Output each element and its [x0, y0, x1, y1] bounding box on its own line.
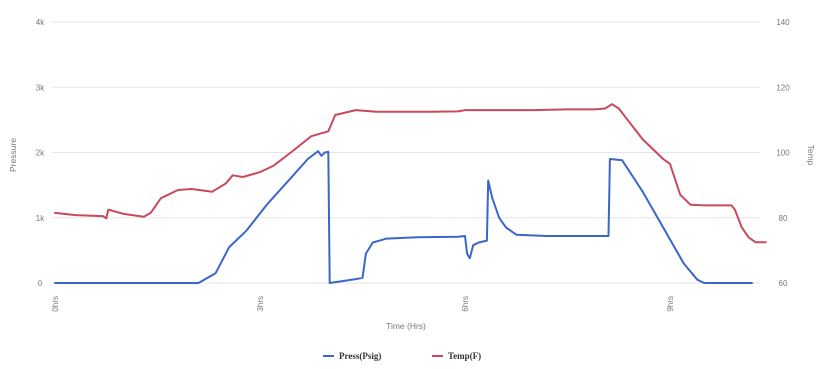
x-axis-ticks: 0hrs 3hrs 6hrs 9hrs: [51, 296, 675, 312]
legend: Press(Psig) Temp(F): [323, 351, 481, 361]
x-tick-label: 6hrs: [461, 296, 470, 312]
x-tick-label: 3hrs: [256, 296, 265, 312]
x-axis-title: Time (Hrs): [386, 321, 426, 331]
y-right-tick-label: 60: [779, 279, 788, 288]
y-right-tick-label: 140: [776, 18, 790, 27]
legend-label-press: Press(Psig): [339, 351, 381, 361]
y-right-tick-label: 80: [779, 214, 788, 223]
x-tick-label: 0hrs: [51, 296, 60, 312]
y-left-tick-label: 2k: [36, 149, 45, 158]
series-line-press: [54, 150, 753, 284]
y-right-tick-label: 100: [776, 149, 790, 158]
y-left-tick-label: 0: [38, 279, 43, 288]
y-left-tick-label: 4k: [36, 18, 45, 27]
series-lines: [54, 103, 767, 284]
legend-label-temp: Temp(F): [448, 351, 481, 361]
series-line-temp: [54, 103, 767, 244]
legend-item-press: Press(Psig): [323, 351, 381, 361]
x-tick-label: 9hrs: [666, 296, 675, 312]
legend-item-temp: Temp(F): [432, 351, 481, 361]
gridlines: [52, 21, 760, 284]
y-axis-left-title: Pressure: [8, 138, 18, 172]
y-left-tick-label: 3k: [36, 83, 45, 92]
y-right-tick-label: 120: [776, 83, 790, 92]
right-axis-ticks: 60 80 100 120 140: [776, 18, 790, 288]
y-left-tick-label: 1k: [36, 214, 45, 223]
y-axis-right-title: Temp: [806, 145, 816, 166]
left-axis-ticks: 0 1k 2k 3k 4k: [36, 18, 45, 288]
